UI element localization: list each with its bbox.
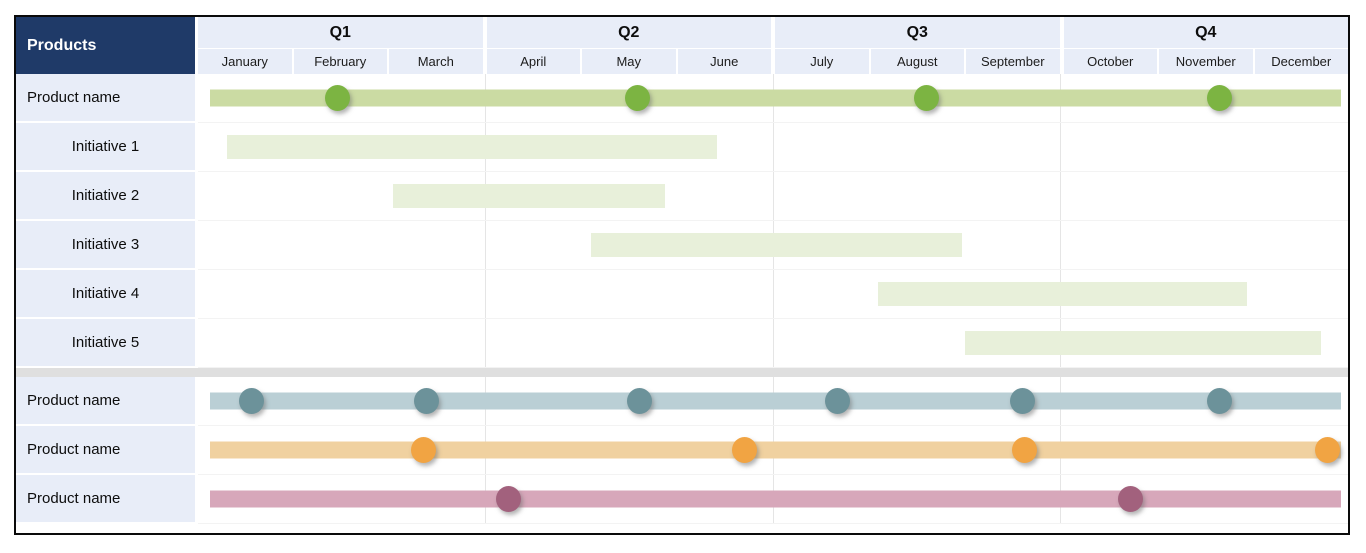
month-header-november: November — [1157, 49, 1253, 74]
month-header-row: January February March April May June July Augu… — [198, 49, 1348, 74]
row-chart-cell — [198, 319, 1348, 368]
milestone-dot[interactable] — [914, 85, 940, 111]
month-header-august: August — [868, 49, 964, 74]
timeline-bar[interactable] — [209, 392, 1342, 410]
row-label: Initiative 4 — [16, 270, 198, 319]
row-label: Initiative 1 — [16, 123, 198, 172]
timeline-bar[interactable] — [590, 233, 962, 257]
table-row: Initiative 5 — [16, 319, 1348, 368]
row-chart-cell — [198, 377, 1348, 426]
timeline-bar[interactable] — [878, 282, 1248, 306]
row-label: Initiative 2 — [16, 172, 198, 221]
quarter-header-q2: Q2 — [482, 17, 771, 48]
table-row: Initiative 2 — [16, 172, 1348, 221]
milestone-dot[interactable] — [1206, 85, 1232, 111]
row-label: Initiative 5 — [16, 319, 198, 368]
month-header-june: June — [675, 49, 771, 74]
month-header-september: September — [964, 49, 1060, 74]
row-label: Product name — [16, 74, 198, 123]
table-row: Initiative 4 — [16, 270, 1348, 319]
row-label: Product name — [16, 377, 198, 426]
quarter-header-q3: Q3 — [771, 17, 1060, 48]
table-row: Initiative 3 — [16, 221, 1348, 270]
milestone-dot[interactable] — [1314, 437, 1340, 463]
timeline-bar[interactable] — [964, 331, 1322, 355]
milestone-dot[interactable] — [238, 388, 264, 414]
milestone-dot[interactable] — [626, 388, 652, 414]
table-body: Product name Initiative 1 Initiative 2 Init… — [16, 74, 1348, 524]
group-separator — [16, 368, 1348, 377]
timeline-bar[interactable] — [209, 490, 1342, 508]
month-header-july: July — [771, 49, 869, 74]
quarter-header-row: Q1 Q2 Q3 Q4 — [198, 17, 1348, 49]
row-label: Product name — [16, 426, 198, 475]
month-header-january: January — [198, 49, 292, 74]
row-chart-cell — [198, 426, 1348, 475]
timeline-header: Q1 Q2 Q3 Q4 January February March April May Jun… — [198, 17, 1348, 74]
month-header-october: October — [1059, 49, 1157, 74]
timeline-bar[interactable] — [226, 135, 718, 159]
bottom-filler — [16, 524, 1348, 533]
milestone-dot[interactable] — [495, 486, 521, 512]
row-label: Initiative 3 — [16, 221, 198, 270]
month-header-march: March — [387, 49, 483, 74]
quarter-header-q4: Q4 — [1059, 17, 1348, 48]
milestone-dot[interactable] — [1206, 388, 1232, 414]
table-header: Products Q1 Q2 Q3 Q4 January February March Ap… — [16, 17, 1348, 74]
milestone-dot[interactable] — [324, 85, 350, 111]
roadmap-table: Products Q1 Q2 Q3 Q4 January February March Ap… — [14, 15, 1350, 535]
month-header-february: February — [291, 49, 387, 74]
table-row: Initiative 1 — [16, 123, 1348, 172]
month-header-may: May — [580, 49, 676, 74]
milestone-dot[interactable] — [1117, 486, 1143, 512]
table-row: Product name — [16, 426, 1348, 475]
milestone-dot[interactable] — [732, 437, 758, 463]
products-header-cell: Products — [16, 17, 198, 74]
month-header-april: April — [482, 49, 580, 74]
timeline-bar[interactable] — [209, 441, 1342, 459]
table-row: Product name — [16, 377, 1348, 426]
milestone-dot[interactable] — [414, 388, 440, 414]
timeline-bar[interactable] — [209, 89, 1342, 107]
row-chart-cell — [198, 475, 1348, 524]
milestone-dot[interactable] — [1012, 437, 1038, 463]
table-row: Product name — [16, 74, 1348, 123]
milestone-dot[interactable] — [825, 388, 851, 414]
table-row: Product name — [16, 475, 1348, 524]
row-chart-cell — [198, 172, 1348, 221]
row-chart-cell — [198, 123, 1348, 172]
milestone-dot[interactable] — [1010, 388, 1036, 414]
row-chart-cell — [198, 270, 1348, 319]
month-header-december: December — [1252, 49, 1348, 74]
quarter-header-q1: Q1 — [198, 17, 483, 48]
timeline-bar[interactable] — [392, 184, 665, 208]
row-chart-cell — [198, 221, 1348, 270]
row-chart-cell — [198, 74, 1348, 123]
milestone-dot[interactable] — [624, 85, 650, 111]
row-label: Product name — [16, 475, 198, 524]
milestone-dot[interactable] — [411, 437, 437, 463]
